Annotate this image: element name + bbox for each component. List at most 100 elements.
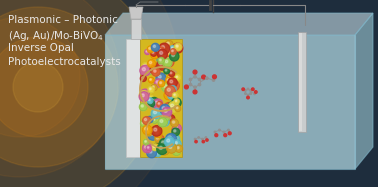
Circle shape (177, 147, 179, 149)
Circle shape (198, 78, 201, 81)
Circle shape (174, 128, 176, 130)
Circle shape (155, 101, 158, 104)
Circle shape (153, 45, 155, 47)
Circle shape (156, 73, 166, 83)
Circle shape (139, 92, 149, 102)
Circle shape (212, 79, 215, 81)
Circle shape (154, 145, 156, 147)
Circle shape (155, 135, 162, 142)
Circle shape (147, 69, 150, 71)
Polygon shape (355, 13, 373, 169)
Circle shape (151, 101, 153, 103)
Circle shape (152, 67, 154, 70)
Circle shape (154, 128, 157, 131)
Circle shape (150, 102, 152, 104)
Circle shape (143, 117, 150, 125)
Circle shape (171, 148, 172, 149)
Circle shape (141, 105, 144, 107)
Circle shape (141, 94, 144, 97)
Circle shape (151, 50, 157, 56)
Circle shape (170, 47, 172, 49)
Circle shape (0, 0, 158, 187)
Circle shape (166, 115, 175, 123)
Circle shape (166, 78, 172, 83)
Bar (140, 39, 182, 157)
Circle shape (153, 144, 159, 150)
Circle shape (143, 91, 145, 94)
Circle shape (228, 132, 231, 135)
Circle shape (167, 59, 169, 62)
Polygon shape (129, 7, 143, 19)
Circle shape (160, 104, 170, 114)
Circle shape (172, 98, 181, 108)
Circle shape (184, 85, 188, 89)
Circle shape (140, 65, 150, 76)
Circle shape (174, 99, 179, 104)
Circle shape (157, 59, 167, 70)
Circle shape (157, 101, 163, 107)
Circle shape (149, 63, 155, 69)
Circle shape (159, 49, 161, 51)
Circle shape (172, 50, 174, 52)
Circle shape (173, 124, 181, 132)
Circle shape (169, 138, 177, 146)
Circle shape (164, 57, 174, 67)
Circle shape (174, 43, 182, 51)
Circle shape (164, 142, 171, 150)
Circle shape (146, 67, 153, 75)
Circle shape (148, 130, 158, 140)
Polygon shape (105, 35, 355, 169)
Circle shape (202, 75, 206, 79)
Circle shape (247, 94, 249, 96)
Circle shape (174, 94, 175, 95)
Circle shape (157, 144, 167, 154)
Circle shape (172, 121, 175, 123)
Circle shape (201, 138, 203, 140)
Circle shape (212, 75, 216, 79)
Circle shape (166, 93, 169, 96)
Circle shape (149, 97, 159, 107)
Circle shape (175, 126, 177, 128)
Circle shape (142, 122, 144, 124)
Circle shape (149, 47, 151, 49)
Circle shape (165, 70, 167, 71)
Circle shape (140, 76, 146, 82)
Circle shape (160, 120, 163, 122)
Circle shape (149, 100, 156, 107)
Circle shape (150, 132, 153, 135)
Circle shape (158, 137, 161, 139)
Circle shape (171, 140, 173, 142)
Circle shape (158, 80, 165, 87)
Circle shape (164, 102, 174, 113)
Circle shape (169, 138, 178, 147)
Circle shape (150, 65, 158, 74)
Circle shape (215, 134, 218, 137)
Circle shape (194, 76, 196, 78)
Circle shape (145, 127, 147, 130)
Circle shape (163, 59, 171, 68)
Circle shape (144, 118, 147, 121)
Circle shape (159, 146, 163, 149)
Circle shape (158, 103, 160, 104)
Circle shape (175, 142, 177, 144)
Circle shape (160, 115, 166, 120)
Circle shape (141, 89, 149, 98)
Circle shape (161, 147, 165, 150)
Circle shape (163, 109, 170, 116)
Circle shape (168, 77, 170, 79)
Circle shape (0, 17, 80, 137)
Circle shape (175, 45, 178, 48)
Circle shape (142, 63, 150, 70)
Circle shape (160, 82, 162, 84)
Circle shape (169, 81, 179, 91)
Circle shape (0, 37, 88, 137)
Circle shape (193, 90, 197, 94)
Text: Photoelectrocatalysts: Photoelectrocatalysts (8, 57, 121, 67)
Circle shape (155, 108, 165, 118)
Circle shape (156, 152, 158, 154)
Circle shape (169, 86, 176, 92)
Circle shape (164, 68, 169, 74)
Circle shape (158, 75, 161, 78)
Circle shape (171, 83, 174, 86)
Circle shape (168, 78, 177, 88)
